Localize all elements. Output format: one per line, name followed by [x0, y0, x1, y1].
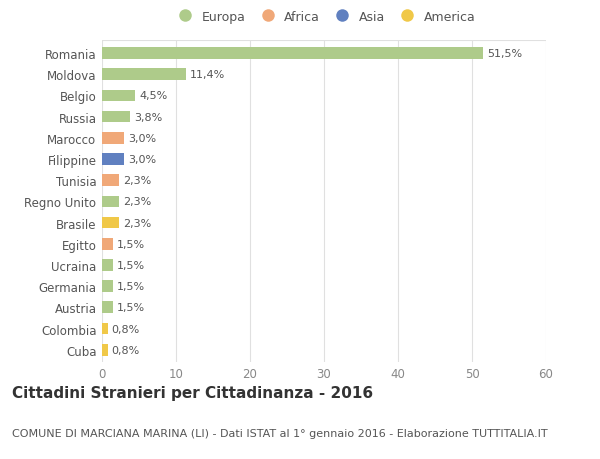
Text: 4,5%: 4,5%: [139, 91, 167, 101]
Bar: [102, 238, 113, 250]
Text: 11,4%: 11,4%: [190, 70, 226, 80]
Bar: [102, 259, 113, 271]
Bar: [102, 302, 113, 313]
Bar: [102, 154, 124, 166]
Text: 2,3%: 2,3%: [123, 176, 151, 186]
Bar: [102, 90, 136, 102]
Bar: [102, 323, 108, 335]
Text: 3,0%: 3,0%: [128, 134, 156, 144]
Bar: [102, 69, 187, 81]
Text: Cittadini Stranieri per Cittadinanza - 2016: Cittadini Stranieri per Cittadinanza - 2…: [12, 385, 373, 400]
Text: 1,5%: 1,5%: [117, 239, 145, 249]
Bar: [102, 196, 119, 208]
Bar: [102, 112, 130, 123]
Bar: [102, 133, 124, 145]
Text: 2,3%: 2,3%: [123, 197, 151, 207]
Bar: [102, 217, 119, 229]
Text: COMUNE DI MARCIANA MARINA (LI) - Dati ISTAT al 1° gennaio 2016 - Elaborazione TU: COMUNE DI MARCIANA MARINA (LI) - Dati IS…: [12, 428, 548, 438]
Text: 2,3%: 2,3%: [123, 218, 151, 228]
Text: 3,0%: 3,0%: [128, 155, 156, 165]
Text: 0,8%: 0,8%: [112, 324, 140, 334]
Text: 51,5%: 51,5%: [487, 49, 522, 59]
Bar: [102, 281, 113, 292]
Text: 1,5%: 1,5%: [117, 260, 145, 270]
Legend: Europa, Africa, Asia, America: Europa, Africa, Asia, America: [167, 6, 481, 28]
Text: 1,5%: 1,5%: [117, 302, 145, 313]
Text: 0,8%: 0,8%: [112, 345, 140, 355]
Text: 3,8%: 3,8%: [134, 112, 162, 123]
Bar: [102, 48, 483, 60]
Bar: [102, 175, 119, 187]
Bar: [102, 344, 108, 356]
Text: 1,5%: 1,5%: [117, 281, 145, 291]
